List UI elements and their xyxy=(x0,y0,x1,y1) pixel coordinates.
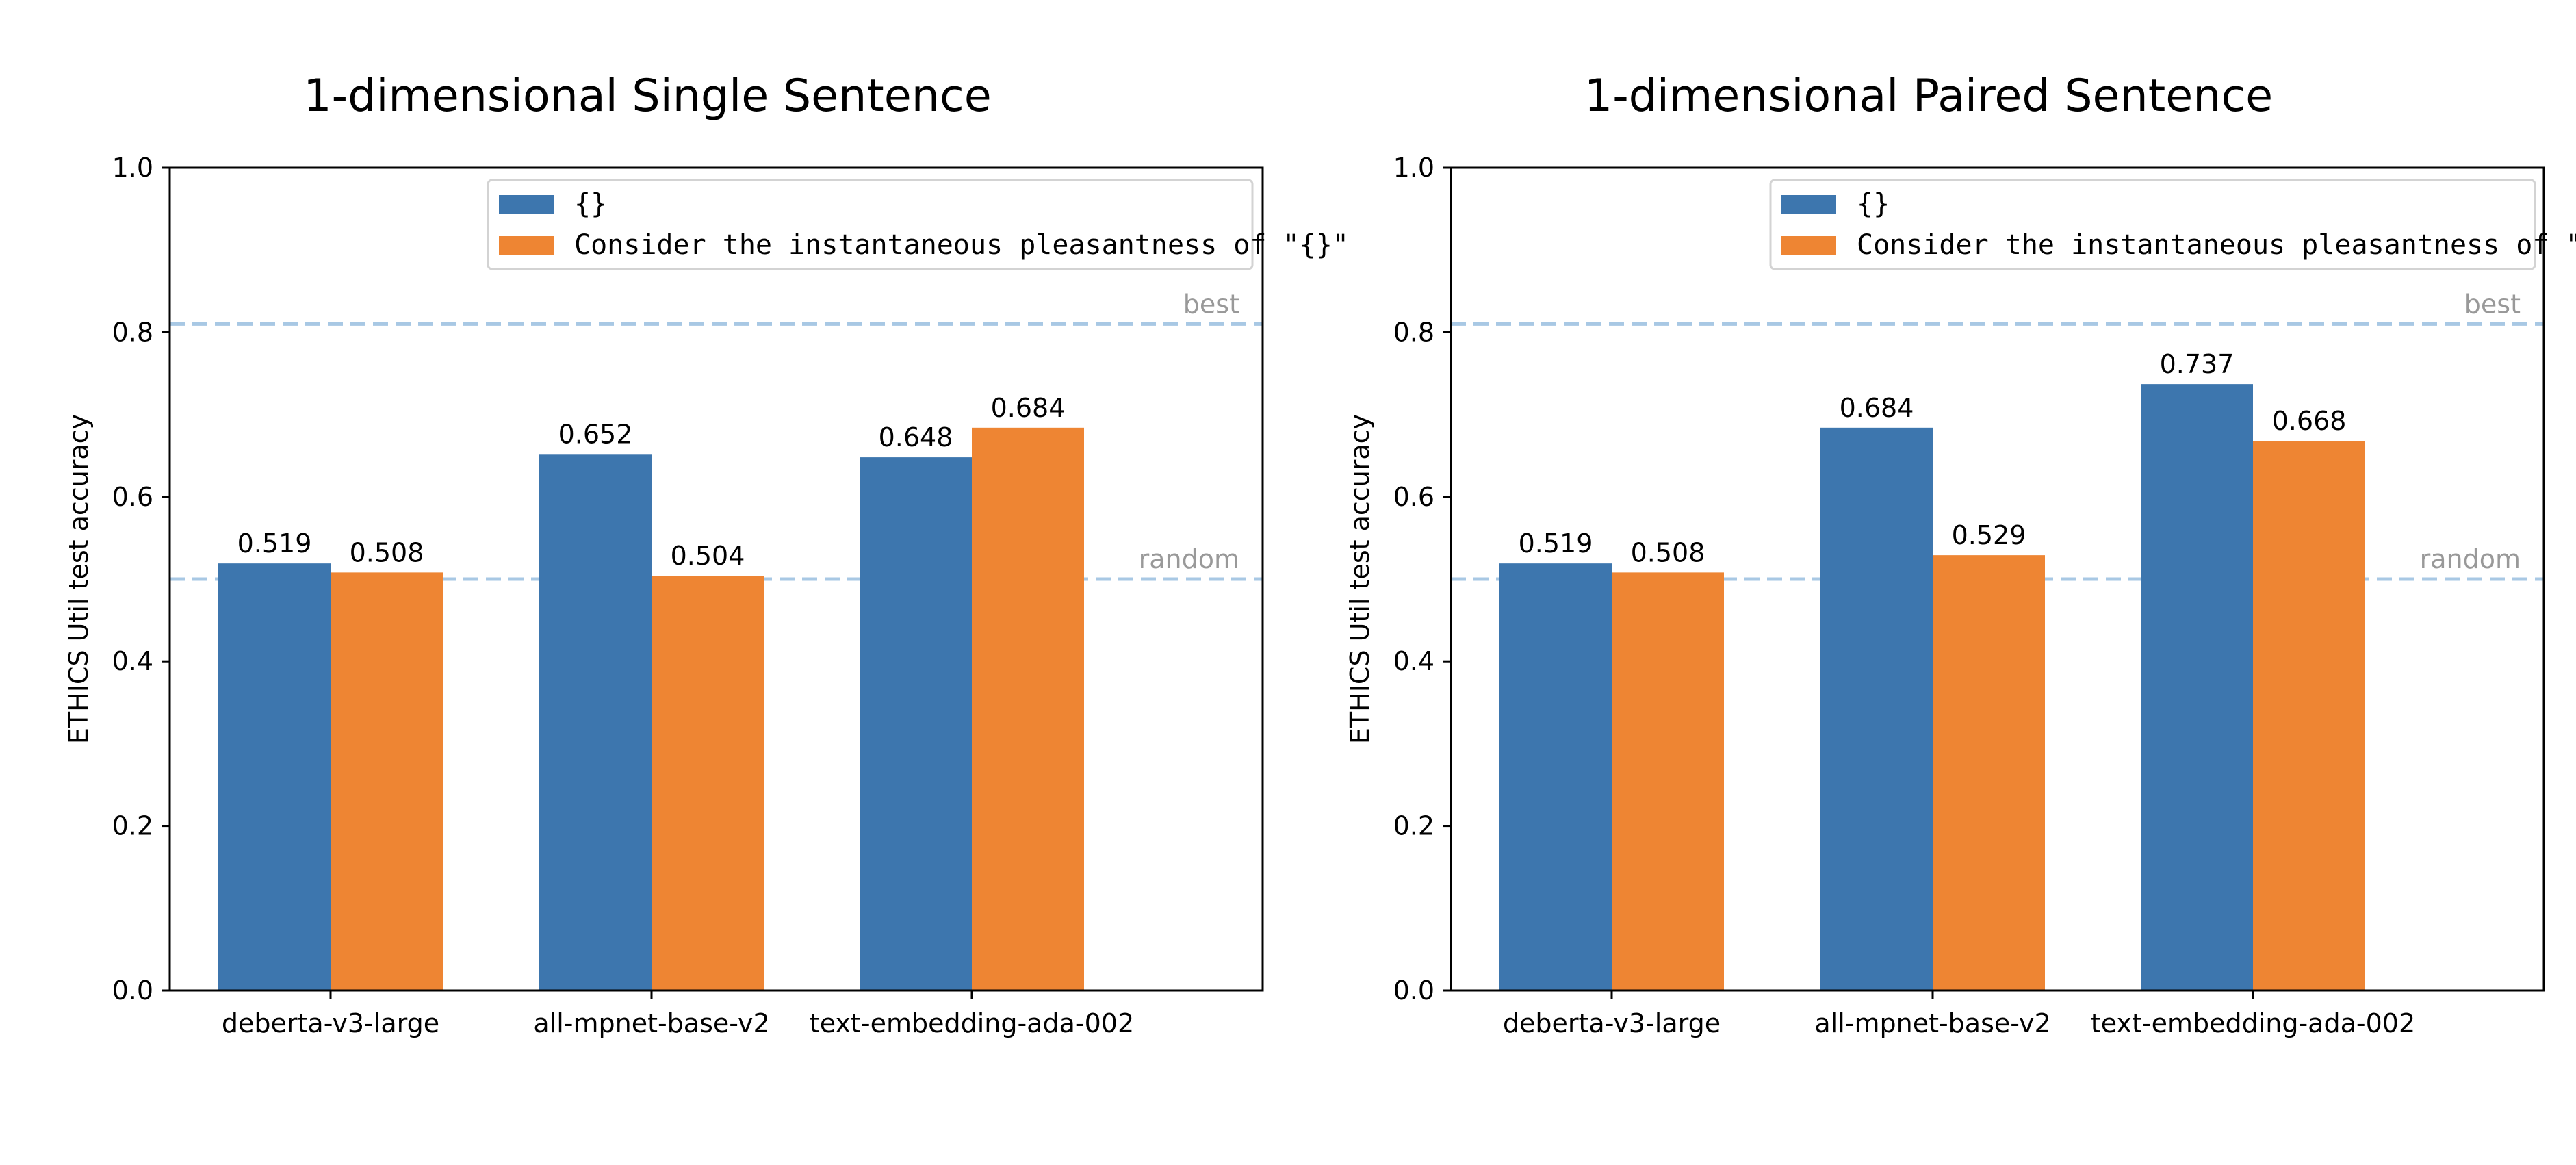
reference-line-label-random: random xyxy=(2420,544,2521,574)
y-tick-label: 0.8 xyxy=(112,317,153,347)
legend-swatch xyxy=(1781,236,1836,255)
y-tick-label: 0.0 xyxy=(112,975,153,1006)
x-tick-label: text-embedding-ada-002 xyxy=(2091,1008,2415,1038)
bar-value-label: 0.684 xyxy=(1840,393,1914,423)
bar-value-label: 0.529 xyxy=(1952,520,2026,550)
legend-swatch xyxy=(499,195,554,214)
y-tick-label: 1.0 xyxy=(1393,153,1434,183)
bar-orange-2 xyxy=(652,576,764,990)
chart-title: 1-dimensional Single Sentence xyxy=(303,71,991,122)
bar-blue-3 xyxy=(2141,384,2253,990)
reference-line-label-best: best xyxy=(2464,289,2521,319)
y-axis-label: ETHICS Util test accuracy xyxy=(64,414,94,744)
chart-panel-1: 1-dimensional Single Sentence ETHICS Util… xyxy=(64,71,1349,1038)
y-tick-label: 0.4 xyxy=(112,646,153,676)
bar-blue-3 xyxy=(860,457,972,990)
chart-panel-2: 1-dimensional Paired Sentence ETHICS Util… xyxy=(1345,71,2576,1038)
legend-entry: {} xyxy=(574,188,607,220)
x-tick-label: text-embedding-ada-002 xyxy=(810,1008,1134,1038)
bar-value-label: 0.652 xyxy=(558,419,633,449)
bar-orange-3 xyxy=(972,427,1084,990)
legend-entry: Consider the instantaneous pleasantness … xyxy=(1857,229,2576,261)
bar-value-label: 0.737 xyxy=(2160,349,2234,379)
bar-value-label: 0.684 xyxy=(991,393,1066,423)
bar-blue-1 xyxy=(218,563,331,990)
bar-value-label: 0.508 xyxy=(350,537,424,567)
chart-title: 1-dimensional Paired Sentence xyxy=(1584,71,2273,122)
y-tick-label: 0.4 xyxy=(1393,646,1434,676)
y-tick-label: 1.0 xyxy=(112,153,153,183)
reference-line-label-random: random xyxy=(1139,544,1239,574)
legend-swatch xyxy=(1781,195,1836,214)
bar-blue-2 xyxy=(539,454,652,990)
x-tick-label: deberta-v3-large xyxy=(1503,1008,1721,1038)
y-tick-label: 0.6 xyxy=(112,482,153,512)
legend-box xyxy=(1769,179,2536,270)
plot-frame xyxy=(1450,166,2545,992)
bar-value-label: 0.504 xyxy=(671,541,745,571)
bar-value-label: 0.668 xyxy=(2272,406,2347,436)
x-tick-label: deberta-v3-large xyxy=(222,1008,439,1038)
bar-value-label: 0.508 xyxy=(1631,537,1705,567)
legend-entry: {} xyxy=(1857,188,1890,220)
y-tick-label: 0.2 xyxy=(1393,811,1434,841)
bar-blue-1 xyxy=(1499,563,1612,990)
bar-orange-3 xyxy=(2253,441,2365,990)
reference-line-label-best: best xyxy=(1183,289,1239,319)
legend-swatch xyxy=(499,236,554,255)
bar-blue-2 xyxy=(1820,427,1933,990)
bar-orange-1 xyxy=(1612,572,1724,990)
plot-frame xyxy=(168,166,1264,992)
y-axis-label: ETHICS Util test accuracy xyxy=(1345,414,1375,744)
x-tick-label: all-mpnet-base-v2 xyxy=(1814,1008,2050,1038)
bar-value-label: 0.519 xyxy=(1519,528,1593,559)
bar-value-label: 0.648 xyxy=(879,422,953,452)
x-tick-label: all-mpnet-base-v2 xyxy=(533,1008,769,1038)
bar-value-label: 0.519 xyxy=(237,528,312,559)
y-tick-label: 0.6 xyxy=(1393,482,1434,512)
y-tick-label: 0.0 xyxy=(1393,975,1434,1006)
legend-entry: Consider the instantaneous pleasantness … xyxy=(574,229,1349,261)
bar-orange-2 xyxy=(1933,555,2045,990)
y-tick-label: 0.2 xyxy=(112,811,153,841)
y-tick-label: 0.8 xyxy=(1393,317,1434,347)
bar-orange-1 xyxy=(331,572,443,990)
legend-box xyxy=(487,179,1254,270)
